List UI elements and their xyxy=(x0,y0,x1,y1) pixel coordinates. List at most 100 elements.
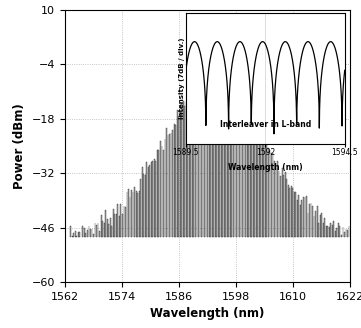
Bar xyxy=(306,196,307,237)
Bar xyxy=(108,224,109,237)
Bar xyxy=(262,132,263,237)
Bar xyxy=(227,93,228,237)
Bar xyxy=(132,192,134,237)
Bar xyxy=(216,74,217,237)
Bar xyxy=(221,85,222,237)
Bar xyxy=(105,210,106,237)
Bar xyxy=(178,116,179,237)
Bar xyxy=(294,192,295,237)
Bar xyxy=(111,226,112,237)
Bar xyxy=(160,141,161,237)
Bar xyxy=(285,172,286,237)
Bar xyxy=(329,227,330,237)
Bar xyxy=(338,223,339,237)
Bar xyxy=(75,231,76,237)
Bar xyxy=(324,217,325,237)
Bar xyxy=(231,83,232,237)
Bar xyxy=(339,226,340,237)
Bar xyxy=(123,206,124,237)
Bar xyxy=(76,236,77,237)
Bar xyxy=(190,106,191,237)
Bar xyxy=(169,134,170,237)
Bar xyxy=(318,223,319,237)
Bar xyxy=(283,175,284,237)
Bar xyxy=(146,162,147,237)
Bar xyxy=(330,223,331,237)
Bar xyxy=(137,193,138,237)
Bar xyxy=(327,226,328,237)
Bar xyxy=(157,150,158,237)
Bar xyxy=(268,149,269,237)
Bar xyxy=(198,90,199,237)
Bar xyxy=(239,97,240,237)
Bar xyxy=(336,228,337,237)
Bar xyxy=(345,229,347,237)
Bar xyxy=(104,222,105,237)
Bar xyxy=(341,235,342,237)
Bar xyxy=(326,226,327,237)
Bar xyxy=(140,178,141,237)
Bar xyxy=(107,219,108,237)
Bar xyxy=(183,101,184,237)
Bar xyxy=(149,165,150,237)
Bar xyxy=(317,206,318,237)
Bar xyxy=(280,176,281,237)
Bar xyxy=(143,174,144,237)
Bar xyxy=(292,188,293,237)
Bar xyxy=(88,226,90,237)
Bar xyxy=(70,226,71,237)
Bar xyxy=(212,82,213,237)
Bar xyxy=(251,108,252,237)
Bar xyxy=(277,161,278,237)
Bar xyxy=(266,141,267,237)
Bar xyxy=(203,80,204,237)
Bar xyxy=(87,230,88,237)
Bar xyxy=(274,161,275,237)
Bar xyxy=(97,223,99,237)
Bar xyxy=(225,83,226,237)
Bar xyxy=(241,95,242,237)
Bar xyxy=(204,77,205,237)
Bar xyxy=(253,121,254,237)
Bar xyxy=(332,225,333,237)
Bar xyxy=(195,90,196,237)
Bar xyxy=(320,215,321,237)
Bar xyxy=(247,109,248,237)
Bar xyxy=(201,88,202,237)
Bar xyxy=(142,167,143,237)
Bar xyxy=(154,159,155,237)
Bar xyxy=(116,214,117,237)
Bar xyxy=(192,92,193,237)
Bar xyxy=(282,168,283,237)
Bar xyxy=(300,205,301,237)
Bar xyxy=(177,110,178,237)
Bar xyxy=(152,161,153,237)
Bar xyxy=(134,187,135,237)
Bar xyxy=(187,98,188,237)
Bar xyxy=(286,179,287,237)
Bar xyxy=(158,150,159,237)
Bar xyxy=(175,125,176,237)
Bar xyxy=(250,117,251,237)
Bar xyxy=(304,197,305,237)
Bar xyxy=(301,199,302,237)
Bar xyxy=(256,121,257,237)
Bar xyxy=(193,90,194,237)
Bar xyxy=(210,82,211,237)
Bar xyxy=(233,91,234,237)
Bar xyxy=(84,228,85,237)
Bar xyxy=(122,214,123,237)
Text: Interleaver in L-band: Interleaver in L-band xyxy=(220,120,311,129)
Bar xyxy=(254,125,255,237)
Bar xyxy=(181,103,182,237)
Bar xyxy=(219,84,220,237)
Bar xyxy=(312,206,313,237)
Bar xyxy=(93,234,94,237)
Bar xyxy=(117,204,118,237)
Bar xyxy=(347,230,348,237)
Bar xyxy=(184,106,185,237)
X-axis label: Wavelength (nm): Wavelength (nm) xyxy=(228,163,303,172)
Bar xyxy=(245,106,246,237)
Bar xyxy=(303,197,304,237)
Bar xyxy=(344,233,345,237)
